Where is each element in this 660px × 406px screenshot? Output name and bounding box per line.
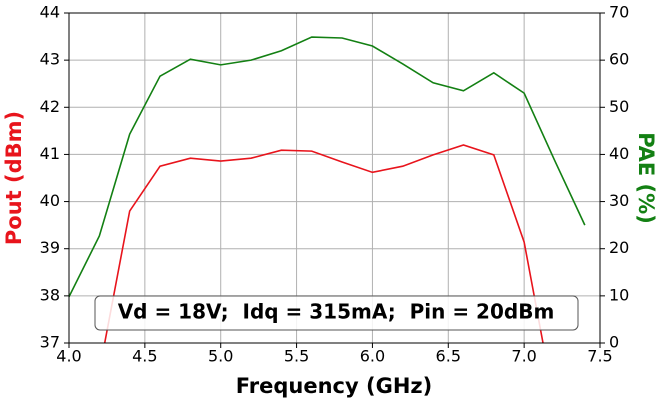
x-tick-label: 7.5 bbox=[587, 347, 612, 366]
y-tick-label: 44 bbox=[40, 3, 60, 22]
annotation: Vd = 18V; Idq = 315mA; Pin = 20dBm bbox=[118, 300, 555, 324]
y-tick-label: 42 bbox=[40, 97, 60, 116]
y-tick-label: 43 bbox=[40, 50, 60, 69]
x-tick-label: 4.0 bbox=[56, 347, 81, 366]
y-tick-label: 39 bbox=[40, 238, 60, 257]
x-tick-label: 4.5 bbox=[132, 347, 157, 366]
y2-tick-label: 40 bbox=[609, 144, 629, 163]
y-tick-label: 41 bbox=[40, 144, 60, 163]
y2-tick-label: 50 bbox=[609, 97, 629, 116]
y2-tick-label: 30 bbox=[609, 191, 629, 210]
y2-axis-label: PAE (%) bbox=[634, 132, 658, 224]
y2-tick-label: 10 bbox=[609, 285, 629, 304]
y-axis-label: Pout (dBm) bbox=[2, 111, 26, 245]
plot-lines bbox=[69, 36, 586, 343]
x-tick-label: 5.5 bbox=[284, 347, 309, 366]
series-line bbox=[103, 144, 544, 343]
y2-tick-label: 0 bbox=[609, 333, 619, 352]
x-tick-label: 6.5 bbox=[436, 347, 461, 366]
y2-tick-label: 70 bbox=[609, 3, 629, 22]
x-tick-label: 6.0 bbox=[360, 347, 385, 366]
y2-tick-label: 20 bbox=[609, 238, 629, 257]
y-tick-label: 37 bbox=[40, 333, 60, 352]
x-axis-label: Frequency (GHz) bbox=[236, 374, 432, 398]
x-tick-label: 7.0 bbox=[511, 347, 536, 366]
x-tick-label: 5.0 bbox=[208, 347, 233, 366]
y2-tick-label: 60 bbox=[609, 50, 629, 69]
series-line bbox=[69, 36, 586, 298]
y-tick-label: 38 bbox=[40, 285, 60, 304]
y-tick-label: 40 bbox=[40, 191, 60, 210]
annotation-box bbox=[94, 295, 579, 331]
plot-frame bbox=[68, 12, 601, 344]
